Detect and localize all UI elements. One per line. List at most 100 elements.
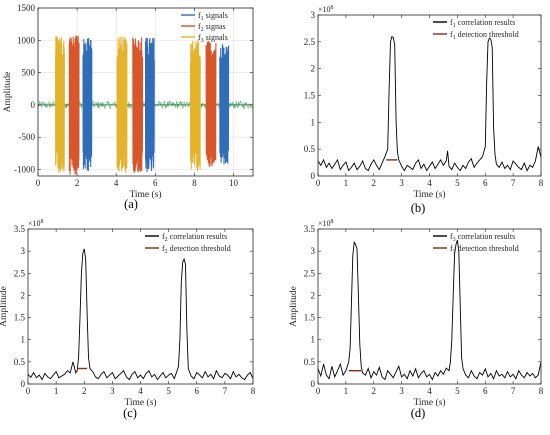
y-tick-label: 1000 [17,35,36,45]
x-tick-label: 1 [54,386,59,396]
y-tick-label: 2 [311,64,316,74]
x-tick-label: 7 [511,178,516,188]
panel-c: 0 1 2 3 4 5 6 7 8 0 0.5 1 1.5 2 2.5 3 3.5×108 Time (s) Amp… [0,219,256,420]
correlation-line [27,248,254,381]
x-axis-label: Time (s) [124,397,156,408]
x-tick-label: 4 [427,178,432,188]
y-tick-label: 2 [311,290,316,300]
signal-burst-f3 [116,36,128,174]
x-tick-label: 5 [166,386,171,396]
legend-label: f3 correlation results [450,232,515,243]
x-tick-label: 4 [114,178,119,188]
y-axis-label: Amplitude [289,286,299,327]
signal-burst-f2 [205,40,217,168]
signal-burst-f1 [82,37,93,171]
legend-label: f1 detection threshold [450,30,519,41]
x-tick-label: 5 [455,178,460,188]
x-tick-label: 8 [192,178,197,188]
x-tick-label: 1 [344,178,349,188]
x-tick-label: 3 [399,386,404,396]
y-axis-label: Amplitude [0,286,9,327]
signal-burst-f3 [189,39,201,171]
x-tick-label: 0 [36,178,41,188]
y-tick-label: 2.5 [304,268,316,278]
x-tick-label: 2 [372,386,377,396]
y-axis-label: Amplitude [3,72,13,113]
y-tick-label: 1 [311,117,316,127]
panel-caption: (a) [124,197,138,211]
y-tick-label: 0 [311,171,316,181]
y-tick-label: -500 [19,132,36,142]
x-axis-label: Time (s) [129,189,161,200]
legend-label: f1 signals [198,11,228,22]
y-tick-label: 3 [311,10,316,20]
signal-burst-f2 [68,35,80,175]
y-tick-label: 0.5 [14,357,26,367]
x-tick-label: 1 [344,386,349,396]
x-tick-label: 7 [223,386,228,396]
x-tick-label: 10 [229,178,239,188]
plot-area [28,229,253,384]
x-tick-label: 3 [110,386,115,396]
x-tick-label: 6 [153,178,158,188]
y-exponent-label: ×108 [318,219,334,228]
x-tick-label: 2 [75,178,80,188]
y-tick-label: -1000 [14,165,35,175]
plot-area [318,229,541,384]
y-tick-label: 1.5 [304,91,316,101]
y-tick-label: 500 [22,68,36,78]
panel-a: 0 2 4 6 8 10 -1000 -500 0 500 1000 1500 Time (s) Ampl… [3,3,254,211]
y-tick-label: 2.5 [304,37,316,47]
legend-label: f3 detection threshold [450,244,519,255]
legend-label: f2 correlation results [162,232,227,243]
x-tick-label: 0 [316,178,321,188]
correlation-line [317,35,542,172]
x-tick-label: 4 [138,386,143,396]
y-tick-label: 3 [311,246,316,256]
y-exponent-label: ×108 [28,219,44,228]
legend-label: f3 signals [198,33,228,44]
y-tick-label: 1 [311,335,316,345]
signal-burst-f1 [219,43,230,165]
x-tick-label: 3 [399,178,404,188]
x-tick-label: 0 [316,386,321,396]
y-tick-label: 3.5 [304,224,316,234]
panel-caption: (c) [123,406,137,420]
y-tick-label: 0 [311,379,316,389]
y-tick-label: 0.5 [304,144,316,154]
y-tick-label: 1.5 [304,313,316,323]
y-tick-label: 0 [21,379,26,389]
panel-caption: (b) [411,201,426,215]
y-tick-label: 0.5 [304,357,316,367]
x-tick-label: 2 [372,178,377,188]
y-tick-label: 1500 [17,3,36,13]
legend-label: f2 detection threshold [162,244,231,255]
plot-area [318,15,541,176]
signal-burst-f1 [144,37,155,172]
y-tick-label: 2.5 [14,268,26,278]
x-tick-label: 6 [483,178,488,188]
signal-burst-f2 [132,37,144,174]
x-tick-label: 5 [455,386,460,396]
x-tick-label: 6 [195,386,200,396]
axes-frame [37,7,254,177]
y-tick-label: 0 [31,100,36,110]
y-tick-label: 2 [21,290,26,300]
x-tick-label: 6 [483,386,488,396]
signal-burst-f3 [55,36,65,173]
y-exponent-label: ×108 [318,5,334,14]
legend-label: f1 correlation results [450,18,515,29]
x-tick-label: 0 [26,386,31,396]
x-tick-label: 8 [251,386,256,396]
x-tick-label: 8 [539,386,544,396]
y-tick-label: 3.5 [14,224,26,234]
x-tick-label: 8 [539,178,544,188]
x-tick-label: 4 [427,386,432,396]
legend-label: f2 signas [198,22,226,33]
